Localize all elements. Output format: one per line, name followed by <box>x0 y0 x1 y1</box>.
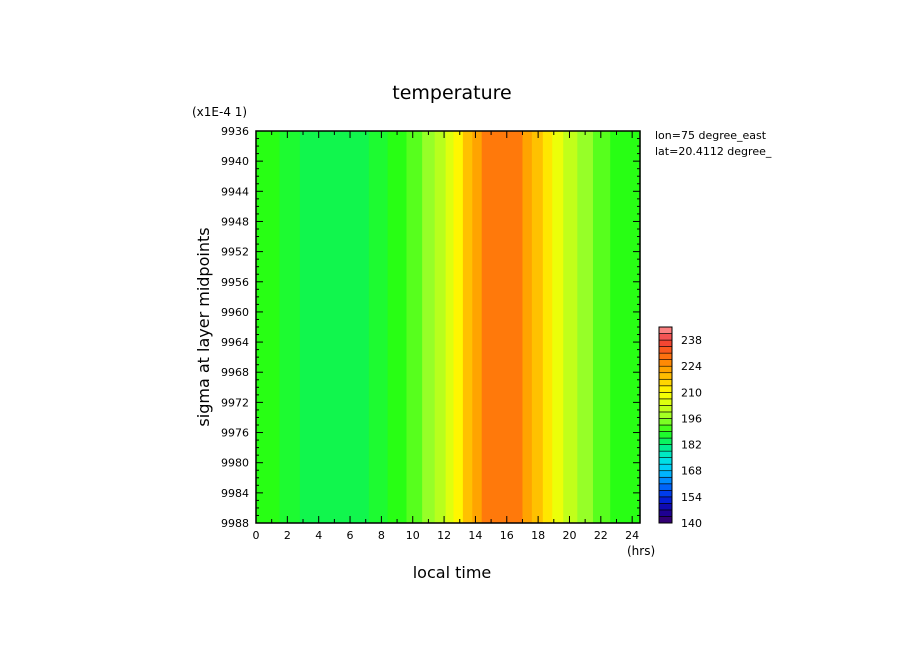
heatmap-band-8 <box>445 131 455 523</box>
colorbar-border <box>658 326 673 524</box>
colorbar-segment <box>658 457 673 465</box>
heatmap-fill <box>256 131 641 523</box>
heatmap-band-11 <box>472 131 483 523</box>
colorbar-segment <box>658 424 673 432</box>
colorbar-label: 182 <box>681 439 702 452</box>
y-tick-label: 9988 <box>221 517 249 530</box>
x-tick-label: 6 <box>347 529 354 542</box>
heatmap-band-18 <box>577 131 594 523</box>
colorbar-segment <box>658 333 673 341</box>
heatmap-band-3 <box>368 131 389 523</box>
y-tick-label: 9980 <box>221 457 249 470</box>
info-line-lat: lat=20.4112 degree_ <box>655 145 772 158</box>
colorbar-label: 196 <box>681 412 702 425</box>
colorbar-segment <box>658 444 673 452</box>
colorbar-segment <box>658 352 673 360</box>
colorbar-label: 224 <box>681 360 702 373</box>
x-tick-label: 24 <box>625 529 639 542</box>
x-tick-label: 20 <box>562 529 576 542</box>
heatmap-band-13 <box>522 131 533 523</box>
y-scale-note: (x1E-4 1) <box>192 105 247 119</box>
colorbar-segment <box>658 476 673 485</box>
y-tick-label: 9972 <box>221 396 249 409</box>
heatmap-band-20 <box>610 131 641 523</box>
colorbar-segment <box>658 490 673 498</box>
colorbar-segment <box>658 516 673 524</box>
colorbar-segment <box>658 483 673 491</box>
x-tick-label: 10 <box>406 529 420 542</box>
colorbar-segment <box>658 418 673 426</box>
x-tick-label: 4 <box>315 529 322 542</box>
y-tick-label: 9964 <box>221 336 249 349</box>
colorbar-segment <box>658 346 673 354</box>
colorbar-segment <box>658 326 673 334</box>
y-axis-label: sigma at layer midpoints <box>194 227 213 426</box>
x-tick-label: 8 <box>378 529 385 542</box>
info-line-lon: lon=75 degree_east <box>655 129 767 142</box>
colorbar-segment <box>658 463 673 472</box>
heatmap-band-2 <box>299 131 370 523</box>
x-tick-label: 22 <box>594 529 608 542</box>
x-tick-label: 0 <box>253 529 260 542</box>
x-tick-label: 16 <box>500 529 514 542</box>
colorbar-segment <box>658 450 673 458</box>
y-tick-label: 9940 <box>221 155 249 168</box>
heatmap-band-12 <box>481 131 524 523</box>
x-tick-label: 2 <box>284 529 291 542</box>
y-tick-label: 9944 <box>221 185 249 198</box>
y-tick-label: 9956 <box>221 276 249 289</box>
y-tick-label: 9960 <box>221 306 249 319</box>
colorbar-segment <box>658 411 673 419</box>
heatmap-band-15 <box>542 131 553 523</box>
heatmap-band-5 <box>406 131 423 523</box>
colorbar-segment <box>658 503 673 511</box>
x-axis-label: local time <box>413 563 492 582</box>
colorbar-segment <box>658 372 673 380</box>
colorbar-segment <box>658 378 673 387</box>
colorbar-segment <box>658 339 673 347</box>
colorbar-segment <box>658 431 673 439</box>
colorbar-label: 238 <box>681 334 702 347</box>
heatmap-band-16 <box>552 131 564 523</box>
colorbar: 140 154 168 182 196 210 224 238 <box>658 326 702 530</box>
x-tick-label: 14 <box>468 529 482 542</box>
y-tick-label: 9984 <box>221 487 249 500</box>
heatmap-band-1 <box>279 131 301 523</box>
colorbar-segment <box>658 509 673 517</box>
heatmap-band-14 <box>531 131 544 523</box>
y-tick-label: 9936 <box>221 125 249 138</box>
heatmap-band-17 <box>563 131 578 523</box>
colorbar-segment <box>658 359 673 367</box>
colorbar-label: 210 <box>681 386 702 399</box>
colorbar-label: 154 <box>681 491 702 504</box>
colorbar-segment <box>658 470 673 478</box>
chart-title: temperature <box>392 82 511 104</box>
y-tick-label: 9948 <box>221 215 249 228</box>
heatmap-band-7 <box>434 131 447 523</box>
x-units-label: (hrs) <box>627 544 655 558</box>
colorbar-label: 140 <box>681 517 702 530</box>
heatmap-band-19 <box>592 131 611 523</box>
heatmap-band-4 <box>387 131 408 523</box>
y-tick-label: 9968 <box>221 366 249 379</box>
heatmap-band-0 <box>256 131 281 523</box>
heatmap-band-9 <box>453 131 464 523</box>
colorbar-segment <box>658 405 673 413</box>
colorbar-segment <box>658 398 673 406</box>
y-tick-label: 9952 <box>221 246 249 259</box>
x-tick-label: 18 <box>531 529 545 542</box>
colorbar-label: 168 <box>681 465 702 478</box>
y-axis-ticks: 9936 9940 9944 9948 9952 9956 9960 9964 9968 9972… <box>221 125 640 530</box>
colorbar-segment <box>658 496 673 504</box>
colorbar-segment <box>658 392 673 400</box>
colorbar-segment <box>658 437 673 445</box>
x-tick-label: 12 <box>437 529 451 542</box>
colorbar-segment <box>658 385 673 393</box>
colorbar-segment <box>658 365 673 374</box>
heatmap-band-6 <box>422 131 436 523</box>
y-tick-label: 9976 <box>221 427 249 440</box>
heatmap-band-10 <box>462 131 473 523</box>
x-axis-ticks: 0 2 4 6 8 10 12 14 16 18 20 22 24 <box>253 131 639 542</box>
